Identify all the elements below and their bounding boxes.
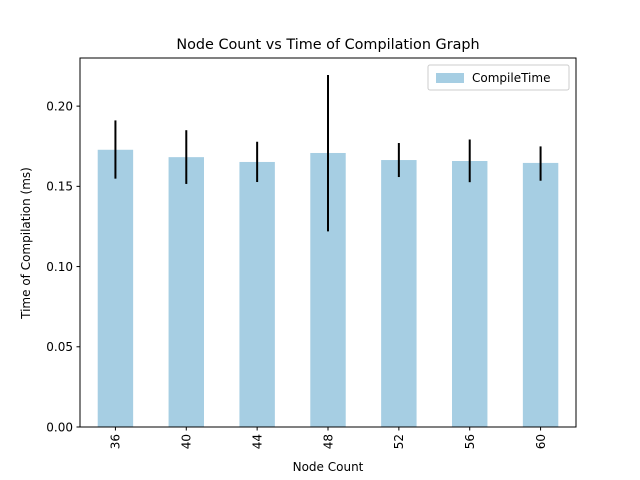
y-tick-label: 0.00 [46,420,73,434]
x-tick-label: 36 [109,434,123,449]
bar-36 [97,149,134,427]
x-axis-label: Node Count [293,460,364,474]
bar-52 [381,160,417,428]
x-tick-label: 40 [180,434,194,449]
x-tick-label: 60 [534,434,548,449]
y-axis-label: Time of Compilation (ms) [19,167,33,320]
bar-60 [522,162,559,428]
x-tick-label: 56 [463,434,477,449]
y-tick-label: 0.20 [46,99,73,113]
chart-title: Node Count vs Time of Compilation Graph [176,37,479,53]
y-tick-label: 0.05 [46,340,73,354]
y-tick-label: 0.15 [46,180,73,194]
bar-56 [452,161,488,427]
legend-box [427,64,570,91]
x-tick-label: 52 [392,434,406,449]
x-tick-label: 48 [321,434,335,449]
bar-40 [168,157,204,427]
bar-44 [239,161,275,427]
x-tick-label: 44 [250,434,264,449]
legend-swatch [436,73,464,83]
legend-label: CompileTime [472,71,550,85]
plot-area: 0.00 0.05 0.10 0.15 0.20 36 40 44 48 52 56 60 [46,57,577,449]
y-tick-label: 0.10 [46,260,73,274]
legend: CompileTime [427,64,570,91]
